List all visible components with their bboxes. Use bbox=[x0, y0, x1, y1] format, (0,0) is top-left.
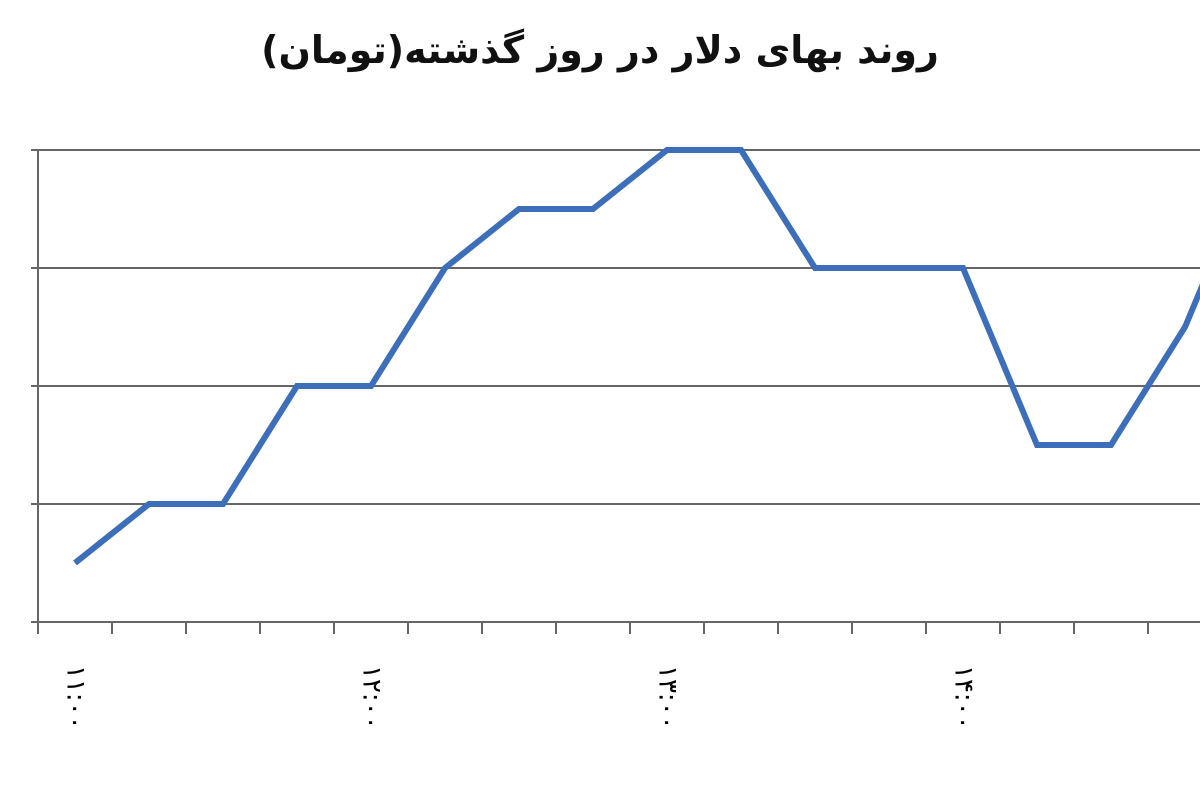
x-tick-label: ۱۲:۰۰ bbox=[357, 665, 387, 730]
x-tick-label: ۱۳:۰۰ bbox=[653, 665, 683, 730]
gridlines bbox=[38, 149, 1200, 505]
x-tick-labels: ۱۱:۰۰ ۱۲:۰۰ ۱۳:۰۰ ۱۴:۰۰ bbox=[61, 665, 979, 730]
series-layer bbox=[73, 147, 1200, 566]
x-tick-label: ۱۴:۰۰ bbox=[949, 665, 979, 730]
chart-title: روند بهای دلار در روز گذشته(تومان) bbox=[261, 28, 939, 72]
axes bbox=[31, 149, 1200, 634]
x-tick-label: ۱۱:۰۰ bbox=[61, 665, 91, 730]
series-line bbox=[73, 147, 1200, 566]
